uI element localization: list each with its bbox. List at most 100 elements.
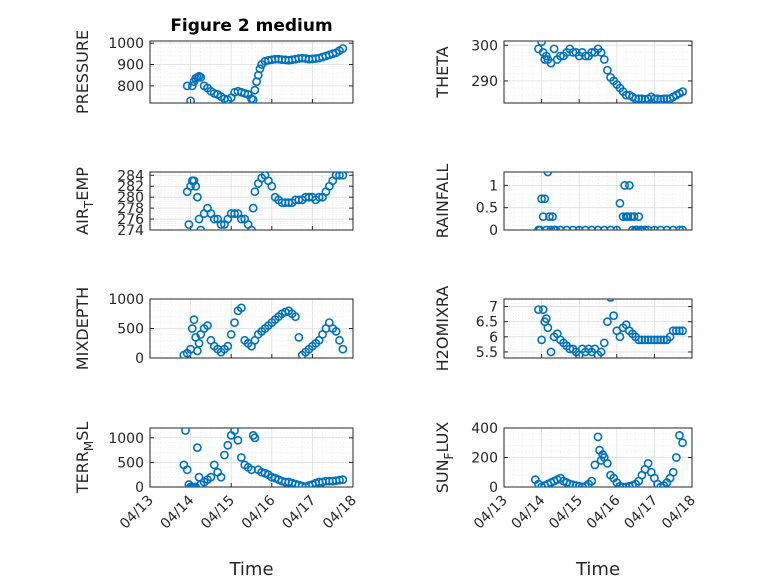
terr-msl-point: [216, 472, 226, 482]
air-temp-series: [182, 172, 348, 230]
air-temp-ytick-label: 274: [117, 223, 144, 239]
sun-flux-point: [603, 458, 612, 468]
h2omixra-ytick-label: 7: [489, 300, 498, 316]
rainfall-point: [615, 198, 625, 208]
terr-msl-series: [179, 428, 348, 487]
pressure-point: [186, 96, 195, 103]
theta-point: [678, 87, 687, 96]
rainfall-point: [568, 225, 578, 230]
mixdepth-point: [338, 344, 348, 354]
rainfall-point: [599, 225, 609, 230]
air-temp-ytick-label: 278: [117, 201, 144, 217]
air-temp-ytick-label: 284: [117, 168, 144, 184]
air-temp-point: [209, 214, 219, 224]
mixdepth-point: [294, 332, 304, 342]
h2omixra-point: [650, 335, 659, 345]
terr-msl-point: [181, 428, 190, 435]
air-temp-point: [314, 192, 324, 202]
sun-flux-ytick-label: 200: [471, 451, 498, 467]
terr-msl-ytick-label: 1000: [108, 431, 144, 447]
h2omixra-point: [675, 326, 684, 336]
pressure-ytick-label: 800: [117, 79, 144, 95]
rainfall-point: [548, 212, 557, 222]
mixdepth-point: [192, 346, 202, 356]
rainfall-point: [668, 225, 678, 230]
h2omixra-point: [609, 311, 619, 321]
h2omixra-point: [671, 326, 681, 336]
rainfall-point: [678, 225, 687, 230]
panel-mixdepth: 0 500 1000 MIXDEPTH: [73, 287, 354, 370]
terr-msl-point: [182, 465, 192, 475]
mixdepth-ylabel: MIXDEPTH: [73, 287, 92, 370]
air-temp-ylabel: AIRTEMP: [73, 167, 96, 235]
rainfall-point: [574, 225, 584, 230]
terr-msl-point: [192, 443, 202, 453]
sun-flux-point: [590, 460, 600, 470]
terr-msl-point: [236, 453, 246, 462]
sun-flux-xlabel: Time: [575, 559, 620, 580]
terr-msl-point: [209, 460, 219, 470]
mixdepth-point: [335, 335, 344, 345]
rainfall-point: [551, 225, 561, 230]
mixdepth-point: [291, 312, 300, 322]
mixdepth-point: [189, 315, 199, 325]
rainfall-point: [556, 225, 565, 230]
pressure-point: [196, 72, 206, 82]
sun-flux-point: [574, 481, 584, 487]
air-temp-point: [338, 172, 348, 180]
pressure-ylabel: PRESSURE: [73, 30, 92, 114]
pressure-point: [187, 81, 197, 91]
h2omixra-point: [634, 335, 644, 345]
theta-point: [546, 58, 556, 68]
theta-point: [599, 55, 609, 64]
theta-point: [556, 51, 565, 61]
rainfall-ytick-label: 0.5: [476, 201, 498, 217]
terr-msl-point: [335, 475, 344, 485]
mixdepth-ytick-label: 0: [135, 351, 144, 367]
mixdepth-point: [331, 327, 341, 336]
air-temp-point: [247, 225, 256, 230]
h2omixra-point: [678, 326, 687, 336]
h2omixra-point: [653, 335, 662, 345]
terr-msl-point: [206, 472, 216, 482]
h2omixra-ytick-label: 6.5: [476, 315, 498, 331]
pressure-point: [338, 44, 348, 53]
rainfall-point: [620, 180, 630, 190]
h2omixra-point: [643, 335, 653, 345]
h2omixra-point: [537, 335, 546, 345]
air-temp-point: [335, 172, 344, 180]
rainfall-point: [623, 212, 633, 222]
sun-flux-point: [678, 438, 687, 448]
sun-flux-point: [615, 481, 625, 487]
air-temp-point: [192, 192, 202, 202]
rainfall-point: [593, 225, 603, 230]
h2omixra-series: [534, 299, 687, 358]
mixdepth-ytick-label: 1000: [108, 292, 144, 308]
h2omixra-ytick-label: 5.5: [476, 345, 498, 361]
mixdepth-point: [203, 321, 212, 330]
rainfall-point: [606, 225, 615, 230]
air-temp-point: [250, 187, 260, 197]
theta-point: [659, 94, 669, 103]
h2omixra-point: [546, 347, 556, 357]
terr-msl-ytick-label: 500: [117, 455, 144, 471]
theta-ytick-label: 290: [471, 74, 498, 90]
sun-flux-point: [593, 432, 603, 442]
theta-point: [650, 94, 659, 103]
theta-ylabel: THETA: [433, 46, 452, 98]
h2omixra-point: [596, 347, 606, 357]
rainfall-point: [612, 225, 622, 230]
theta-point: [603, 65, 612, 75]
air-temp-ytick-label: 276: [117, 212, 144, 228]
pressure-ytick-label: 900: [117, 58, 144, 74]
rainfall-point: [562, 225, 572, 230]
rainfall-point: [634, 212, 644, 222]
h2omixra-point: [599, 338, 609, 348]
terr-msl-point: [230, 428, 239, 435]
air-temp-point: [267, 181, 277, 191]
rainfall-point: [538, 212, 548, 222]
h2omixra-point: [656, 335, 666, 345]
h2omixra-point: [668, 326, 678, 336]
sun-flux-ylabel: SUNFLUX: [433, 422, 456, 494]
